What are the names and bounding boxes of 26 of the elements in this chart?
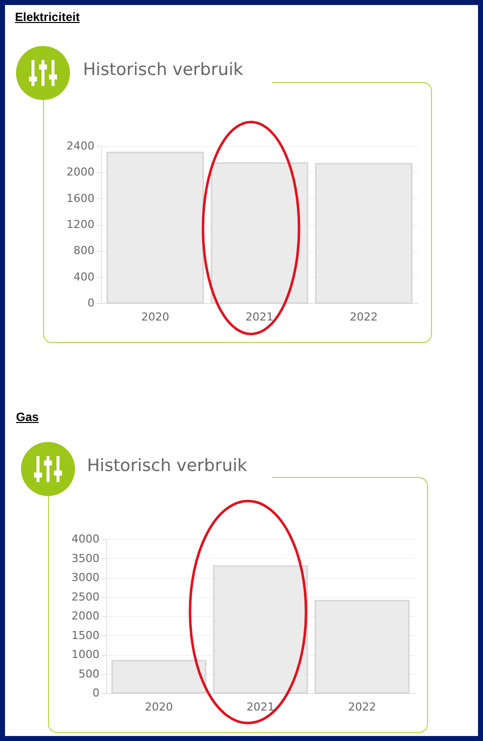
y-tick-label: 3000 <box>72 571 100 584</box>
x-tick-label: 2022 <box>350 310 378 324</box>
y-tick-label: 800 <box>74 244 94 258</box>
y-tick-label: 2000 <box>66 166 94 179</box>
y-tick-label: 1200 <box>66 218 94 231</box>
x-tick-label: 2022 <box>348 700 376 714</box>
chart-subtitle: Historisch verbruik <box>87 456 248 476</box>
y-tick-label: 2500 <box>72 590 100 604</box>
y-tick-label: 400 <box>74 270 94 284</box>
y-tick-label: 1500 <box>72 628 100 642</box>
y-tick-label: 4000 <box>72 532 100 546</box>
y-tick-label: 0 <box>92 686 100 700</box>
chart-title: Elektriciteit <box>15 10 80 24</box>
y-tick-label: 3500 <box>72 552 100 565</box>
y-tick-label: 1600 <box>66 192 94 205</box>
x-tick-label: 2020 <box>141 310 170 324</box>
y-tick-label: 500 <box>78 667 100 680</box>
y-tick-label: 1000 <box>72 648 100 661</box>
x-tick-label: 2021 <box>246 700 274 714</box>
x-tick-label: 2021 <box>246 310 274 324</box>
y-tick-label: 2400 <box>66 140 94 152</box>
chart-subtitle: Historisch verbruik <box>83 60 244 80</box>
x-tick-label: 2020 <box>144 700 173 714</box>
y-tick-label: 2000 <box>72 610 100 622</box>
chart-title: Gas <box>16 410 39 424</box>
y-tick-label: 0 <box>88 296 94 310</box>
